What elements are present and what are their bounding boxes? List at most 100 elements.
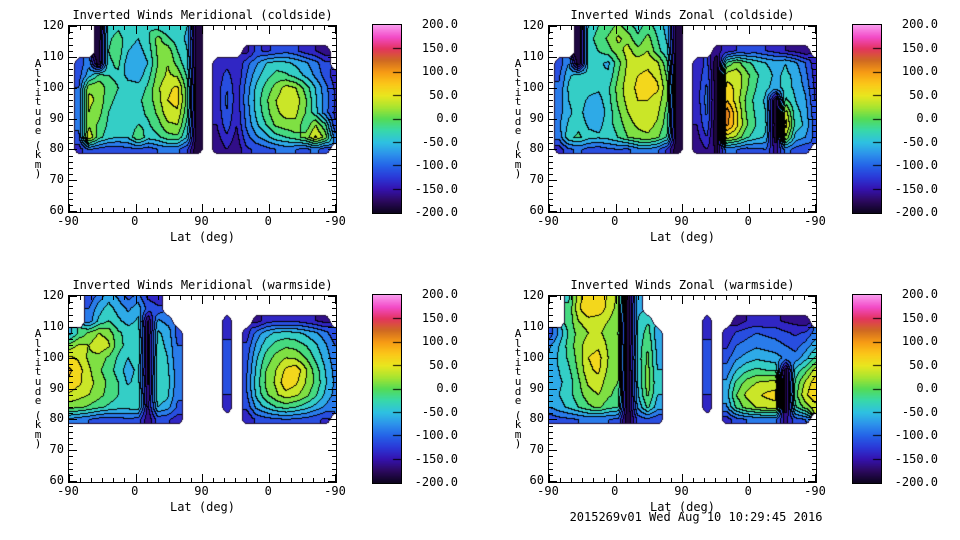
y-tick-label: 80	[49, 141, 64, 156]
y-major-tick	[69, 450, 77, 451]
x-minor-tick	[91, 296, 92, 300]
y-axis-title-char: l	[514, 336, 522, 350]
x-minor-tick	[235, 26, 236, 30]
y-major-tick	[69, 149, 77, 150]
x-minor-tick	[235, 208, 236, 212]
colorbar-tick-label: -150.0	[414, 181, 458, 196]
x-minor-tick	[213, 26, 214, 30]
x-major-tick	[335, 204, 336, 212]
colorbar-tick-label: 0.0	[436, 381, 458, 395]
x-minor-tick	[80, 208, 81, 212]
x-minor-tick	[213, 208, 214, 212]
y-minor-tick	[812, 438, 816, 439]
y-minor-tick	[549, 45, 553, 46]
y-minor-tick	[549, 131, 553, 132]
y-minor-tick	[332, 364, 336, 365]
y-minor-tick	[549, 193, 553, 194]
x-minor-tick	[313, 296, 314, 300]
y-minor-tick	[812, 174, 816, 175]
x-minor-tick	[324, 296, 325, 300]
y-minor-tick	[69, 469, 73, 470]
y-minor-tick	[812, 302, 816, 303]
x-minor-tick	[760, 26, 761, 30]
y-tick-label: 90	[529, 110, 544, 125]
y-minor-tick	[332, 75, 336, 76]
colorbar-tick-label: -200.0	[894, 475, 938, 489]
y-axis-title-char: d	[514, 384, 522, 398]
y-minor-tick	[332, 156, 336, 157]
y-axis-title-char: t	[514, 95, 522, 109]
x-major-tick	[549, 204, 550, 212]
y-minor-tick	[332, 112, 336, 113]
x-tick-label: -90	[57, 214, 79, 228]
x-minor-tick	[638, 208, 639, 212]
y-tick-label: 80	[49, 411, 64, 426]
y-axis-title-char: u	[514, 104, 522, 118]
y-major-tick	[69, 481, 77, 482]
x-minor-tick	[671, 296, 672, 300]
y-minor-tick	[549, 475, 553, 476]
colorbar-tick-label: 50.0	[429, 357, 458, 372]
y-axis-title-char: (	[34, 138, 42, 152]
y-major-tick	[69, 296, 77, 297]
y-minor-tick	[69, 193, 73, 194]
y-major-tick	[69, 180, 77, 181]
y-minor-tick	[812, 51, 816, 52]
y-minor-tick	[69, 401, 73, 402]
y-major-tick	[808, 180, 816, 181]
x-minor-tick	[660, 208, 661, 212]
y-minor-tick	[69, 456, 73, 457]
colorbar-tick-label: -200.0	[414, 475, 458, 489]
y-minor-tick	[69, 463, 73, 464]
y-tick-label: 110	[522, 48, 544, 63]
y-minor-tick	[549, 82, 553, 83]
y-major-tick	[808, 481, 816, 482]
y-minor-tick	[812, 82, 816, 83]
x-major-tick	[69, 474, 70, 482]
y-axis-title-char: e	[34, 394, 42, 408]
y-major-tick	[808, 450, 816, 451]
x-minor-tick	[582, 296, 583, 300]
y-minor-tick	[69, 32, 73, 33]
x-minor-tick	[604, 296, 605, 300]
y-minor-tick	[549, 51, 553, 52]
y-tick-label: 60	[49, 203, 64, 217]
y-tick-label: 120	[522, 18, 544, 32]
y-minor-tick	[812, 308, 816, 309]
y-major-tick	[328, 481, 336, 482]
y-major-tick	[328, 296, 336, 297]
x-major-tick	[815, 204, 816, 212]
y-minor-tick	[332, 125, 336, 126]
x-major-tick	[682, 296, 683, 304]
x-minor-tick	[124, 208, 125, 212]
x-minor-tick	[671, 478, 672, 482]
y-minor-tick	[69, 75, 73, 76]
y-major-tick	[328, 419, 336, 420]
x-minor-tick	[102, 26, 103, 30]
y-axis-title-char: m	[34, 427, 42, 441]
y-minor-tick	[812, 69, 816, 70]
y-minor-tick	[332, 376, 336, 377]
y-minor-tick	[812, 94, 816, 95]
x-minor-tick	[113, 26, 114, 30]
y-minor-tick	[332, 302, 336, 303]
y-axis-title-char: e	[34, 124, 42, 138]
x-minor-tick	[715, 478, 716, 482]
x-tick-label: -90	[804, 484, 826, 498]
y-tick-label: 90	[49, 380, 64, 395]
x-major-tick	[335, 296, 336, 304]
y-minor-tick	[812, 395, 816, 396]
y-minor-tick	[69, 186, 73, 187]
y-minor-tick	[812, 407, 816, 408]
y-minor-tick	[332, 106, 336, 107]
y-major-tick	[808, 119, 816, 120]
y-minor-tick	[69, 38, 73, 39]
x-minor-tick	[604, 208, 605, 212]
y-minor-tick	[69, 302, 73, 303]
y-minor-tick	[69, 100, 73, 101]
y-minor-tick	[549, 94, 553, 95]
y-tick-label: 80	[529, 411, 544, 426]
contour-plot-canvas	[549, 296, 816, 482]
x-minor-tick	[693, 478, 694, 482]
y-minor-tick	[812, 401, 816, 402]
